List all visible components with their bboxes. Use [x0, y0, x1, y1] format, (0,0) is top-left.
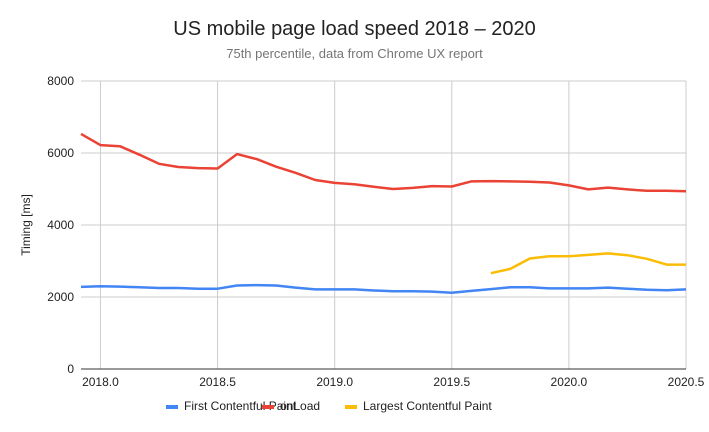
chart-subtitle: 75th percentile, data from Chrome UX rep…	[226, 46, 483, 61]
x-tick-label: 2018.5	[199, 375, 236, 389]
legend-swatch	[262, 405, 274, 409]
series-lines	[80, 132, 687, 294]
x-tick-label: 2019.0	[316, 375, 353, 389]
x-tick-label: 2020.0	[551, 375, 588, 389]
y-axis-ticks: 0 2000 4000 6000 8000	[47, 74, 74, 376]
y-tick-label: 8000	[47, 74, 74, 88]
legend-swatch	[345, 405, 357, 409]
series-line-largest-contentful-paint	[490, 252, 686, 275]
x-tick-label: 2018.0	[82, 375, 119, 389]
x-tick-label: 2020.5	[668, 375, 705, 389]
y-tick-label: 6000	[47, 146, 74, 160]
x-axis-ticks: 2018.0 2018.5 2019.0 2019.5 2020.0 2020.5	[82, 375, 705, 389]
y-axis-title: Timing [ms]	[19, 194, 33, 256]
y-tick-label: 4000	[47, 218, 74, 232]
series-line-onload	[80, 132, 687, 193]
y-tick-label: 0	[67, 362, 74, 376]
y-tick-label: 2000	[47, 290, 74, 304]
legend-label: First Contentful Paint	[184, 399, 297, 413]
legend-swatch	[166, 405, 178, 409]
gridlines	[81, 80, 687, 369]
legend-label: onLoad	[280, 399, 320, 413]
legend-label: Largest Contentful Paint	[363, 399, 492, 413]
chart-title: US mobile page load speed 2018 – 2020	[173, 18, 536, 40]
x-tick-label: 2019.5	[433, 375, 470, 389]
series-line-first-contentful-paint	[80, 283, 687, 294]
